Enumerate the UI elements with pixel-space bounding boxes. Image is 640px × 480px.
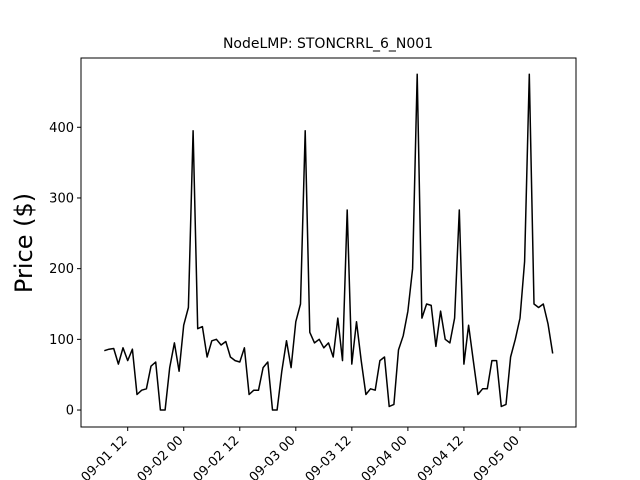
y-axis-label: Price ($) xyxy=(10,193,38,293)
price-line xyxy=(104,73,554,411)
chart-title: NodeLMP: STONCRRL_6_N001 xyxy=(223,36,433,52)
y-tick-label: 300 xyxy=(49,191,74,206)
y-tick-label: 0 xyxy=(66,404,74,419)
y-tick-label: 200 xyxy=(49,262,74,277)
y-tick-label: 100 xyxy=(49,333,74,348)
y-tick-label: 400 xyxy=(49,121,74,136)
plot-frame xyxy=(80,57,577,428)
